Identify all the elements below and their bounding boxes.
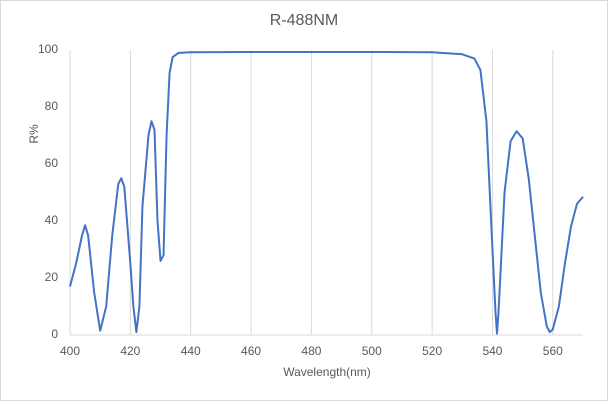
x-tick-label: 420 [120,344,140,358]
y-tick-label: 60 [45,156,59,170]
x-axis-label: Wavelength(nm) [283,365,371,379]
x-tick-label: 400 [60,344,80,358]
y-tick-label: 40 [45,213,59,227]
y-tick-label: 20 [45,270,59,284]
chart-title: R-488NM [270,12,338,29]
y-tick-label: 0 [51,327,58,341]
x-tick-label: 520 [422,344,442,358]
x-tick-label: 480 [301,344,321,358]
y-axis-label: R% [27,124,41,144]
x-tick-label: 440 [181,344,201,358]
x-tick-label: 540 [482,344,502,358]
y-tick-label: 100 [38,42,58,56]
data-line [69,50,584,335]
x-tick-label: 560 [543,344,563,358]
y-tick-label: 80 [45,99,59,113]
x-tick-label: 460 [241,344,261,358]
x-tick-label: 500 [362,344,382,358]
